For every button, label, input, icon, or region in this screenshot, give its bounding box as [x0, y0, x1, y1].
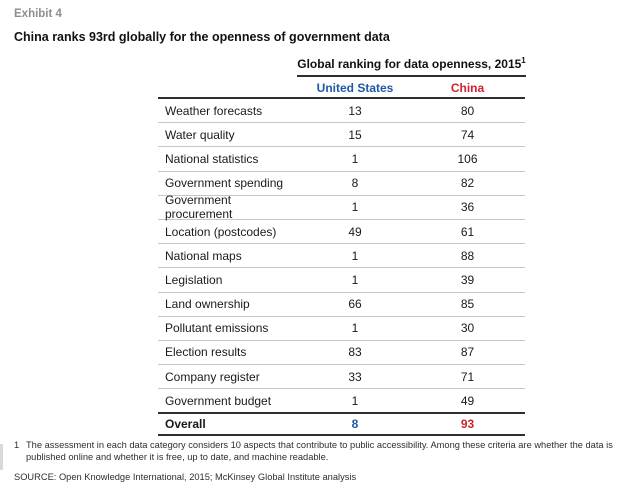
us-value: 1 [351, 248, 359, 263]
data-table: Weather forecasts 13 80 Water quality 15… [158, 97, 525, 437]
table-row: Company register 33 71 [158, 365, 525, 390]
row-label: Government procurement [165, 193, 233, 222]
ranking-group-header-text: Global ranking for data openness, 2015 [297, 57, 522, 71]
us-value: 83 [348, 345, 362, 360]
table-row: Legislation 1 39 [158, 268, 525, 293]
table-row: Election results 83 87 [158, 341, 525, 366]
overall-china-value: 93 [460, 417, 475, 432]
china-value: 88 [460, 248, 475, 263]
row-label: National maps [165, 248, 242, 263]
us-value: 15 [348, 127, 362, 142]
row-label: Water quality [165, 127, 235, 142]
table-row: Government spending 8 82 [158, 172, 525, 196]
china-value: 85 [460, 297, 475, 312]
china-value: 36 [460, 200, 475, 215]
ranking-group-header: Global ranking for data openness, 20151 [297, 57, 526, 77]
table-row: Land ownership 66 85 [158, 293, 525, 317]
row-label: Pollutant emissions [165, 321, 269, 336]
source-line: SOURCE: Open Knowledge International, 20… [14, 472, 357, 482]
overall-us-value: 8 [351, 417, 359, 432]
china-value: 61 [460, 224, 475, 239]
page-title: China ranks 93rd globally for the openne… [14, 30, 390, 44]
row-label: Legislation [165, 272, 223, 287]
column-header-china: China [450, 81, 485, 95]
left-edge-artifact [0, 444, 3, 470]
us-value: 8 [351, 176, 359, 191]
footnote: 1 The assessment in each data category c… [14, 440, 620, 463]
table-row: Water quality 15 74 [158, 123, 525, 148]
footnote-marker: 1 [14, 440, 20, 450]
table-row: Location (postcodes) 49 61 [158, 220, 525, 245]
row-label: Election results [165, 345, 247, 360]
china-value: 49 [460, 393, 475, 408]
china-value: 30 [460, 321, 475, 336]
row-label: Government budget [165, 393, 272, 408]
table-row: Weather forecasts 13 80 [158, 99, 525, 124]
table-row: National statistics 1 106 [158, 147, 525, 172]
us-value: 13 [348, 103, 362, 118]
table-row: Government procurement 1 36 [158, 193, 525, 222]
row-label: Government spending [165, 176, 284, 191]
row-label: National statistics [165, 151, 259, 166]
exhibit-label: Exhibit 4 [14, 8, 62, 20]
us-value: 49 [348, 224, 362, 239]
china-value: 71 [460, 369, 475, 384]
china-value: 74 [460, 127, 475, 142]
table-row: Pollutant emissions 1 30 [158, 317, 525, 341]
us-value: 1 [351, 272, 359, 287]
table-row: Government budget 1 49 [158, 389, 525, 412]
us-value: 1 [351, 200, 359, 215]
row-label: Land ownership [165, 297, 250, 312]
table-row: National maps 1 88 [158, 244, 525, 269]
row-label: Company register [165, 369, 260, 384]
row-label: Weather forecasts [165, 103, 263, 118]
china-value: 106 [457, 151, 478, 166]
us-value: 33 [348, 369, 362, 384]
column-header-spacer [158, 81, 300, 95]
footnote-text: The assessment in each data category con… [26, 440, 613, 462]
us-value: 1 [351, 321, 359, 336]
row-label: Location (postcodes) [165, 224, 277, 239]
china-value: 39 [460, 272, 475, 287]
china-value: 82 [460, 176, 475, 191]
column-headers: United States China [158, 81, 525, 95]
china-value: 87 [460, 345, 475, 360]
overall-row-label: Overall [165, 417, 206, 432]
us-value: 66 [348, 297, 362, 312]
china-value: 80 [460, 103, 475, 118]
us-value: 1 [351, 151, 359, 166]
footnote-marker-superscript: 1 [521, 56, 526, 65]
overall-row: Overall 8 93 [158, 412, 525, 437]
column-header-united-states: United States [316, 81, 394, 95]
us-value: 1 [351, 393, 359, 408]
